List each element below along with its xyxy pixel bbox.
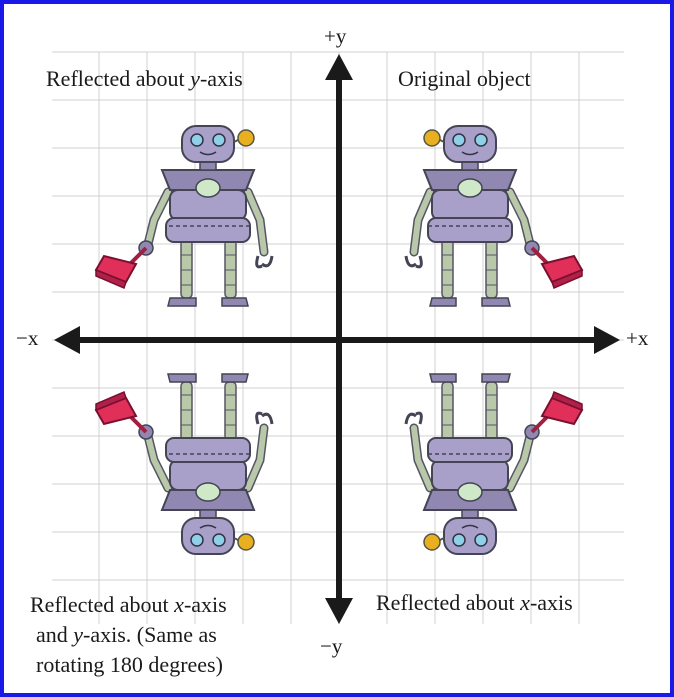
robot-reflected-both-axes — [96, 374, 272, 554]
robot-reflected-y-axis — [96, 126, 272, 306]
caption-bottom-right: Reflected about x-axis — [376, 590, 573, 615]
y-axis — [325, 54, 353, 624]
robot-original — [406, 126, 582, 306]
robot-reflected-x-axis — [406, 374, 582, 554]
caption-bottom-left: Reflected about x-axis and y-axis. (Same… — [30, 592, 227, 677]
neg-x-label: −x — [16, 326, 39, 350]
caption-top-left: Reflected about y-axis — [46, 66, 243, 91]
caption-top-right: Original object — [398, 66, 531, 91]
pos-x-label: +x — [626, 326, 649, 350]
pos-y-label: +y — [324, 24, 347, 48]
reflection-diagram — [52, 51, 624, 624]
neg-y-label: −y — [320, 634, 343, 658]
